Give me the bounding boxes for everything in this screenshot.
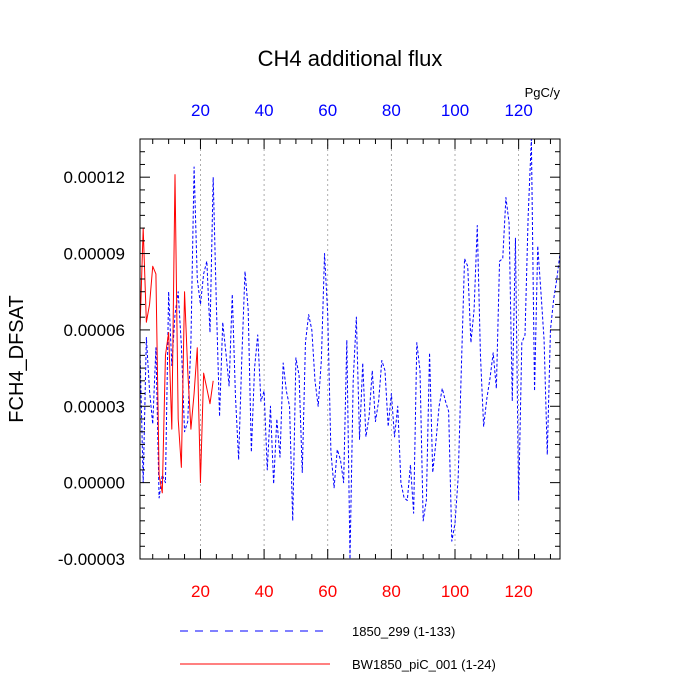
y-axis-label: FCH4_DFSAT (6, 295, 28, 422)
x-tick-label-bottom: 40 (255, 582, 274, 601)
plot-frame (139, 138, 561, 560)
x-tick-label-top: 60 (318, 101, 337, 120)
tick-labels: -0.00003 0.00000 0.00003 0.00006 0.00009 0.00… (58, 101, 533, 601)
x-tick-label-bottom: 120 (504, 582, 532, 601)
x-tick-label-top: 120 (504, 101, 532, 120)
x-tick-label-bottom: 100 (441, 582, 469, 601)
legend-label-1: 1850_299 (1-133) (352, 624, 455, 639)
x-tick-label-bottom: 20 (191, 582, 210, 601)
y-tick-label: 0.00012 (64, 168, 125, 187)
series-line-2 (140, 174, 214, 494)
y-tick-label: 0.00006 (64, 321, 125, 340)
x-tick-label-bottom: 80 (382, 582, 401, 601)
grid-lines (200, 139, 520, 559)
y-tick-label: -0.00003 (58, 550, 125, 569)
y-tick-label: 0.00003 (64, 397, 125, 416)
legend: 1850_299 (1-133) BW1850_piC_001 (1-24) (180, 624, 496, 672)
series-line-1 (140, 139, 560, 559)
y-tick-label: 0.00000 (64, 474, 125, 493)
axis-ticks (140, 138, 560, 560)
legend-label-2: BW1850_piC_001 (1-24) (352, 657, 496, 672)
x-tick-label-top: 80 (382, 101, 401, 120)
x-tick-label-top: 40 (255, 101, 274, 120)
x-tick-label-top: 100 (441, 101, 469, 120)
x-tick-label-top: 20 (191, 101, 210, 120)
chart-title: CH4 additional flux (258, 46, 443, 71)
x-tick-label-bottom: 60 (318, 582, 337, 601)
units-label: PgC/y (525, 85, 561, 100)
series-layer (140, 139, 560, 559)
y-tick-label: 0.00009 (64, 245, 125, 264)
